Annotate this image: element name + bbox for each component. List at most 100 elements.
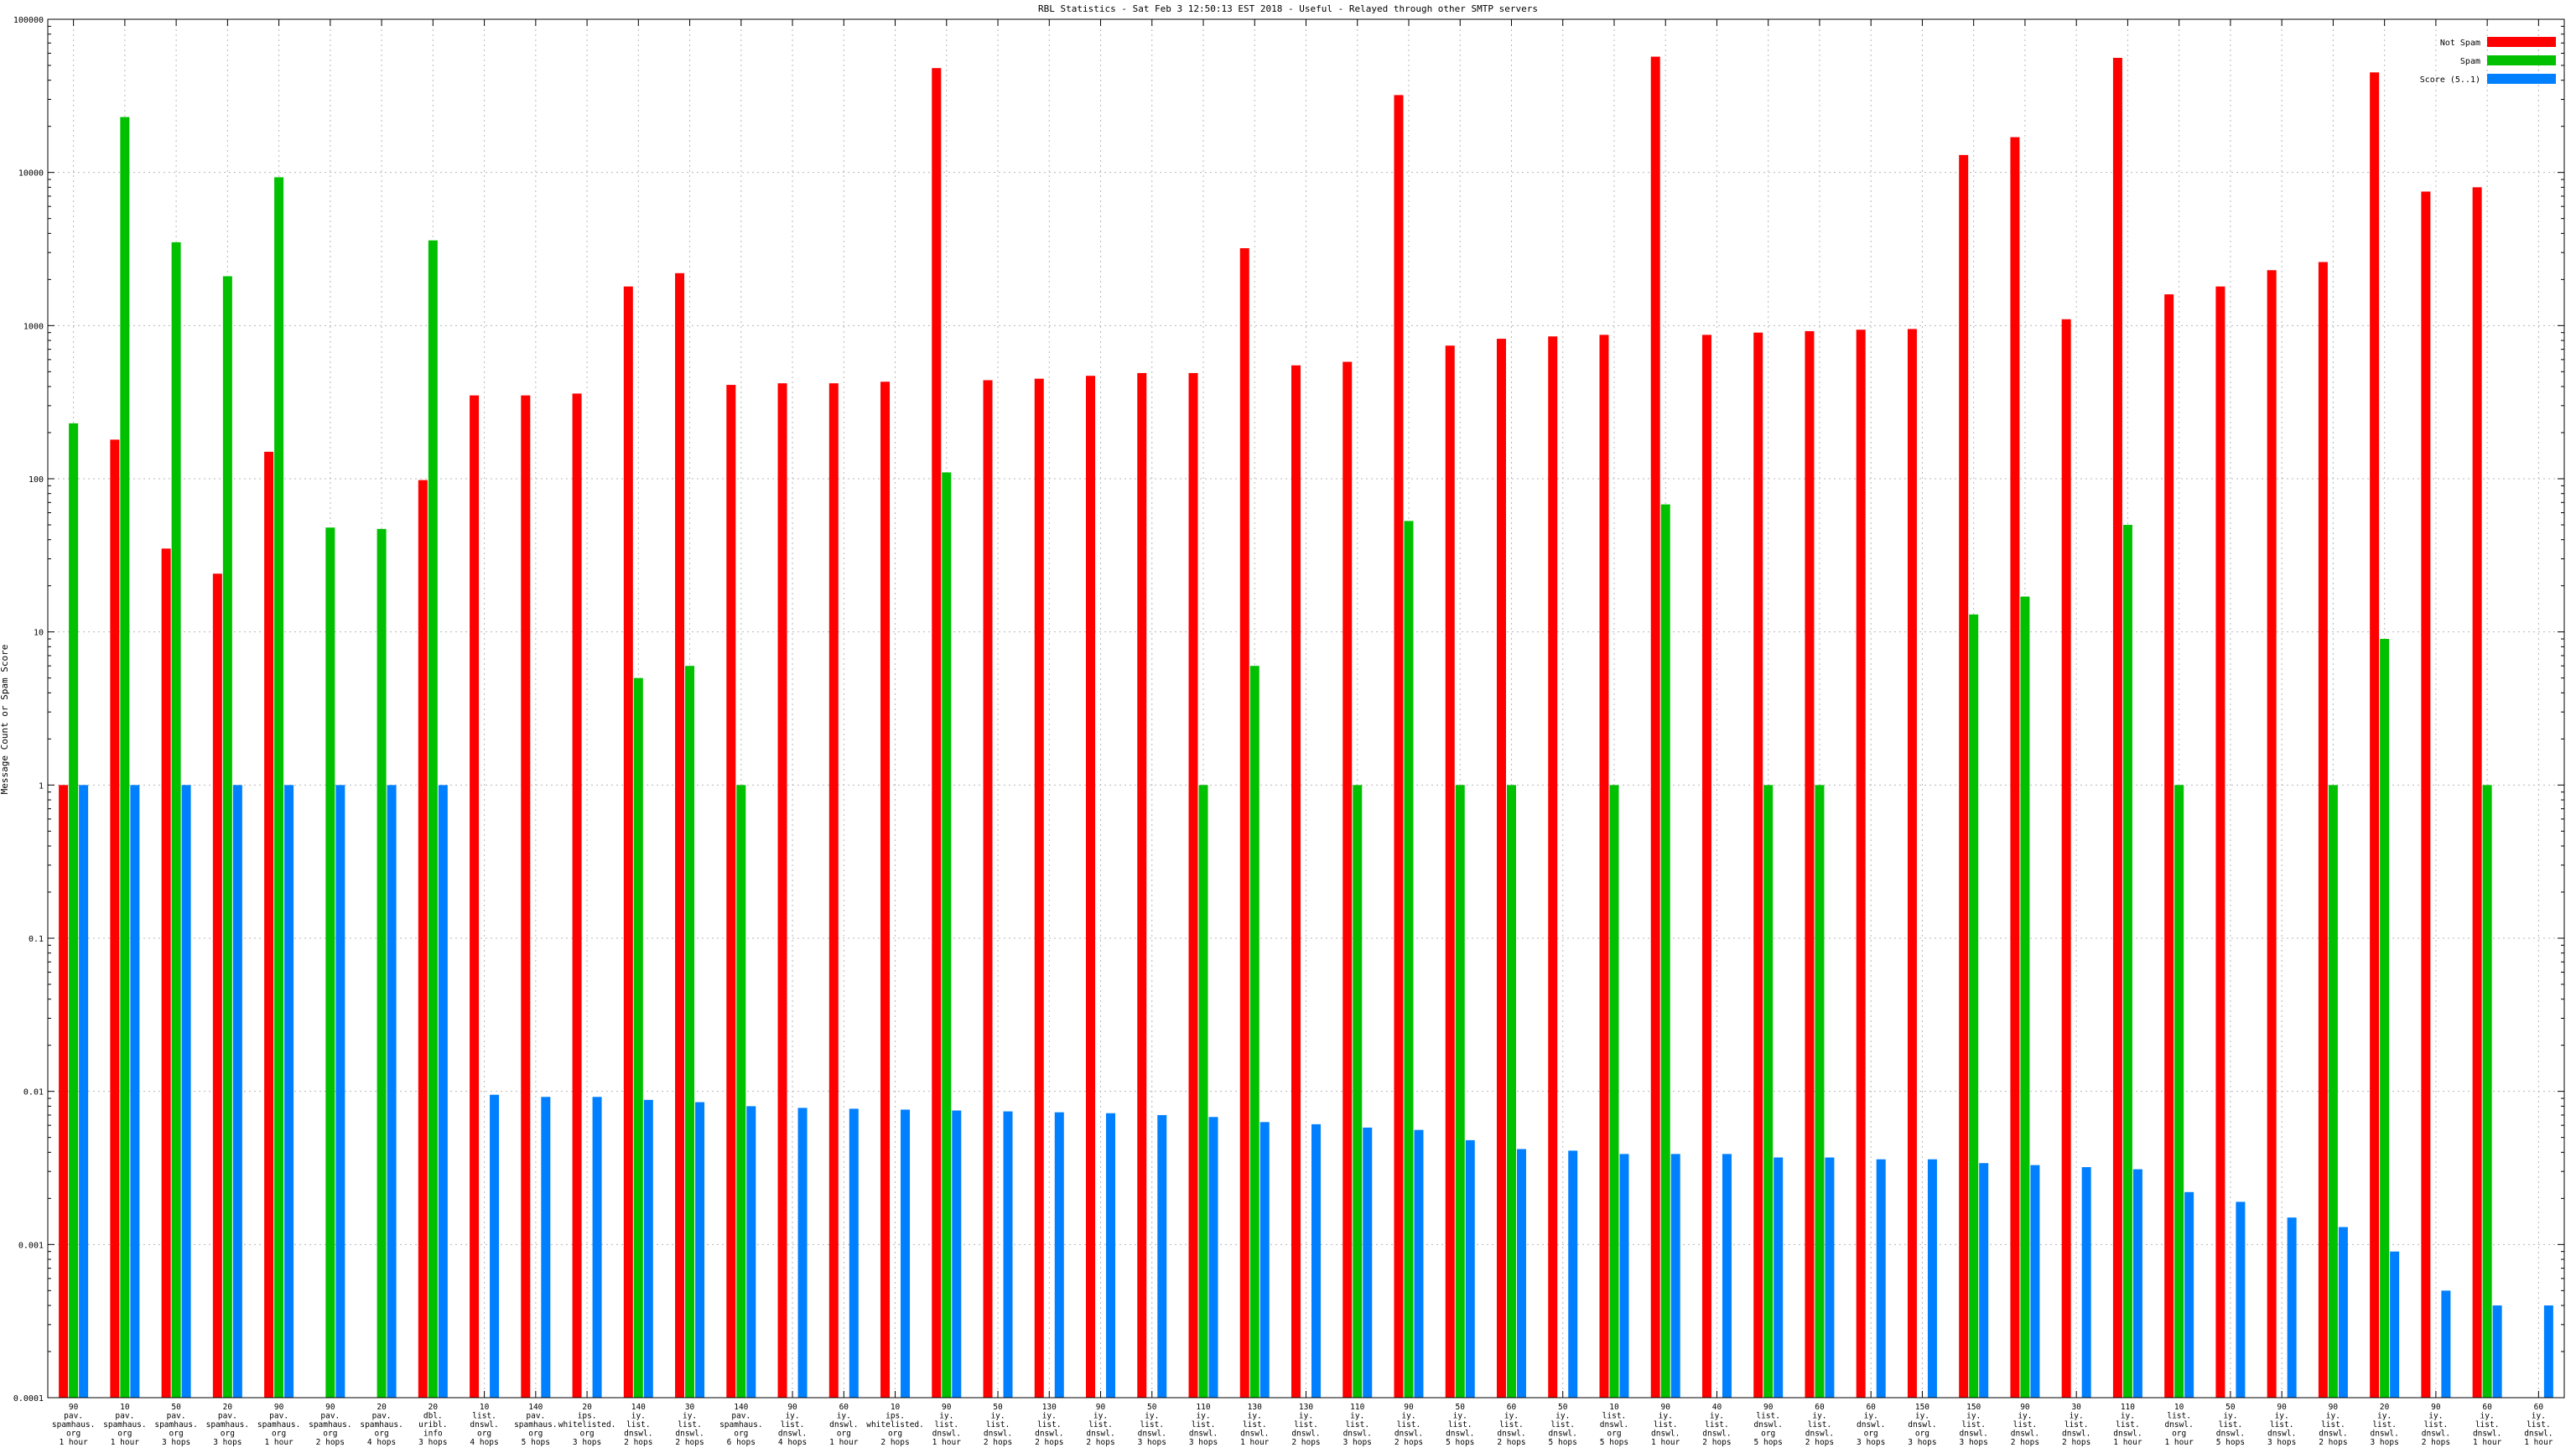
x-tick-label: 50 iy. list. dnswl. 2 hops (984, 1403, 1012, 1447)
x-tick-label-line: iy. (1401, 1412, 1415, 1421)
bar-spam (171, 241, 181, 1399)
bar-score (1311, 1123, 1321, 1398)
x-tick-label-line: list. (1808, 1420, 1832, 1430)
x-tick-label-line: dnswl. (1086, 1430, 1114, 1439)
x-tick-label-line: dnswl. (1805, 1430, 1834, 1439)
x-tick-label-line: list. (2167, 1412, 2191, 1421)
x-tick-label-line: 90 (787, 1403, 797, 1412)
x-tick-label-line: dnswl. (1291, 1430, 1320, 1439)
bar-score (1825, 1157, 1835, 1398)
bar-spam (2328, 785, 2338, 1398)
bar-not-spam (2421, 191, 2431, 1399)
bar-score (1670, 1154, 1680, 1398)
x-tick-label-line: list. (1243, 1420, 1267, 1430)
x-tick-label-line: 10 (2174, 1403, 2184, 1412)
plot-frame (47, 18, 2565, 1399)
x-tick-label-line: pav. (167, 1412, 186, 1421)
x-tick-label: 10 list. dnswl. org 1 hour (2164, 1403, 2194, 1447)
bar-score (1465, 1139, 1475, 1398)
x-tick-label-line: spamhaus. (257, 1420, 300, 1430)
x-tick-label-line: spamhaus. (154, 1420, 197, 1430)
x-tick-label: 150 iy. dnswl. org 3 hops (1908, 1403, 1936, 1447)
x-tick-label-line: 50 (1456, 1403, 1466, 1412)
x-tick-label-line: iy. (837, 1412, 851, 1421)
bar-spam (2122, 524, 2132, 1398)
x-tick-label-line: 90 (1096, 1403, 1106, 1412)
x-tick-label-line: 3 hops (2267, 1438, 2296, 1447)
bar-spam (1198, 785, 1208, 1398)
x-tick-label-line: spamhaus. (52, 1420, 95, 1430)
x-tick-label-line: dnswl. (2370, 1430, 2398, 1439)
x-tick-label: 90 list. dnswl. org 5 hops (1754, 1403, 1783, 1447)
x-tick-label-line: iy. (1453, 1412, 1467, 1421)
x-tick-label-line: 110 (1196, 1403, 1210, 1412)
legend-label: Score (5..1) (2420, 75, 2480, 85)
x-tick-label: 90 pav. spamhaus. org 1 hour (257, 1403, 300, 1447)
x-tick-label-line: 130 (1299, 1403, 1313, 1412)
bar-score (1259, 1122, 1270, 1398)
x-tick-label-line: list. (1037, 1420, 1062, 1430)
bar-not-spam (1343, 361, 1353, 1399)
x-tick-label-line: dnswl. (1908, 1420, 1936, 1430)
x-tick-label-line: iy. (2428, 1412, 2443, 1421)
x-tick-label-line: iy. (2018, 1412, 2032, 1421)
x-tick-label-line: 3 hops (418, 1438, 447, 1447)
x-tick-label-line: list. (2527, 1420, 2551, 1430)
x-tick-label-line: 1 hour (111, 1438, 140, 1447)
x-tick-label-line: 2 hops (880, 1438, 909, 1447)
x-tick-label-line: dnswl. (1857, 1420, 1885, 1430)
x-tick-label: 90 iy. list. dnswl. 1 hour (1651, 1403, 1680, 1447)
x-tick-label-line: org (1607, 1430, 1621, 1439)
bar-not-spam (1188, 372, 1198, 1398)
x-tick-label: 20 iy. list. dnswl. 3 hops (2370, 1403, 2398, 1447)
y-tick-label: 0.0001 (13, 1394, 44, 1404)
bar-score (2441, 1290, 2451, 1398)
x-tick-label-line: iy. (1093, 1412, 1108, 1421)
x-tick-label: 20 pav. spamhaus. org 3 hops (206, 1403, 249, 1447)
bar-not-spam (161, 548, 171, 1398)
bar-not-spam (1445, 345, 1455, 1398)
x-tick-label: 60 iy. list. dnswl. 1 hour (2524, 1403, 2553, 1447)
y-tick-label: 10 (34, 629, 44, 638)
x-tick-label-line: list. (1654, 1420, 1678, 1430)
x-tick-label-line: spamhaus. (360, 1420, 402, 1430)
x-tick-label-line: iy. (1145, 1412, 1159, 1421)
x-tick-label-line: dnswl. (2062, 1430, 2090, 1439)
bar-spam (942, 472, 952, 1398)
x-tick-label-line: 5 hops (522, 1438, 550, 1447)
x-tick-label-line: 20 (428, 1403, 439, 1412)
x-tick-label-line: list. (934, 1420, 958, 1430)
bar-score (1722, 1154, 1732, 1398)
bar-spam (1455, 785, 1465, 1398)
chart-title: RBL Statistics - Sat Feb 3 12:50:13 EST … (1038, 3, 1538, 14)
bar-score (592, 1097, 602, 1398)
bar-score (2081, 1167, 2091, 1398)
bar-not-spam (623, 286, 633, 1398)
bar-spam (633, 677, 643, 1398)
x-tick-label-line: 1 hour (264, 1438, 293, 1447)
bar-score (2236, 1201, 2246, 1398)
x-tick-label-line: pav. (64, 1412, 83, 1421)
x-tick-label-line: org (477, 1430, 491, 1439)
x-tick-label-line: list. (1756, 1412, 1780, 1421)
x-tick-label-line: 50 (993, 1403, 1003, 1412)
x-tick-label-line: 1 hour (1651, 1438, 1680, 1447)
x-tick-label-line: dnswl. (2319, 1430, 2347, 1439)
bar-score (1208, 1117, 1218, 1398)
x-tick-label-line: iy. (1504, 1412, 1519, 1421)
x-tick-label-line: 2 hops (1702, 1438, 1731, 1447)
x-tick-label-line: 90 (1404, 1403, 1414, 1412)
x-tick-label-line: pav. (526, 1412, 545, 1421)
x-tick-label-line: 140 (631, 1403, 646, 1412)
x-tick-label-line: dnswl. (1240, 1430, 1269, 1439)
legend-swatch (2487, 55, 2556, 65)
x-tick-label-line: 5 hops (1549, 1438, 1577, 1447)
x-tick-label-line: 3 hops (1138, 1438, 1166, 1447)
x-tick-label-line: org (528, 1430, 543, 1439)
bar-not-spam (1805, 330, 1815, 1398)
x-tick-label-line: iy. (1299, 1412, 1313, 1421)
x-tick-label-line: list. (2219, 1420, 2243, 1430)
x-tick-label-line: 1 hour (2113, 1438, 2142, 1447)
x-tick-label-line: iy. (1864, 1412, 1878, 1421)
x-tick-label-line: list. (1499, 1420, 1524, 1430)
